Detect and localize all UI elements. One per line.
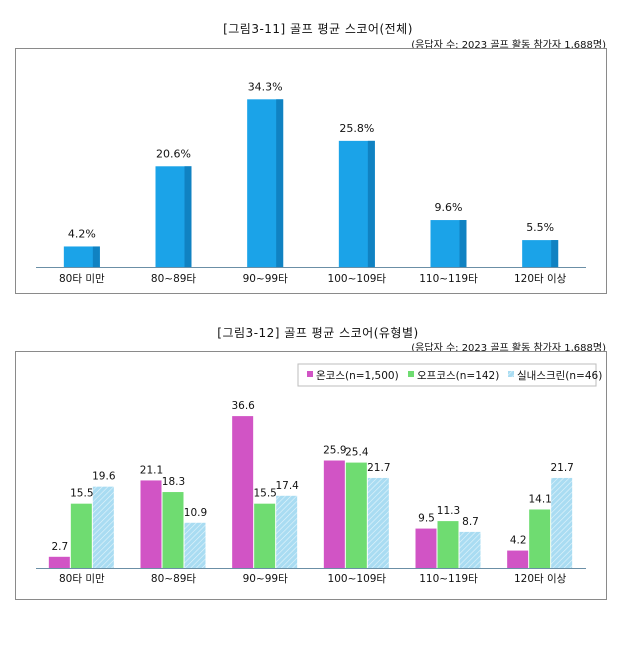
bar-value-label: 21.1 bbox=[140, 464, 163, 476]
x-tick-label: 100~109타 bbox=[328, 573, 387, 585]
bar-oncourse-4 bbox=[415, 528, 437, 568]
x-tick-label: 80~89타 bbox=[151, 273, 197, 285]
chart1-plot: 4.2% 80타 미만 20.6% 80~89타 34.3% 90~99타 25.8% 100… bbox=[36, 80, 586, 285]
bar-value-label: 14.1 bbox=[528, 493, 551, 505]
bar-offcourse-5 bbox=[529, 509, 551, 568]
bar-value-label: 15.5 bbox=[70, 488, 93, 500]
bar-offcourse-0 bbox=[70, 503, 92, 568]
legend-swatch-oncourse bbox=[307, 371, 313, 377]
bar-value-label: 25.8% bbox=[339, 122, 374, 135]
bar-oncourse-2 bbox=[232, 416, 254, 568]
x-tick-label: 120타 이상 bbox=[514, 273, 567, 285]
bar-value-label: 9.5 bbox=[418, 513, 435, 525]
bar-value-label: 11.3 bbox=[437, 505, 460, 517]
bar-offcourse-1 bbox=[162, 492, 184, 568]
bar-offcourse-4 bbox=[437, 521, 459, 568]
bar-side bbox=[551, 240, 559, 267]
legend: 온코스(n=1,500) 오프코스(n=142) 실내스크린(n=46) bbox=[297, 363, 602, 387]
chart2-frame: 2.7 15.5 19.6 80타 미만 21.1 18.3 10.9 80~89타 36.6 1… bbox=[15, 351, 607, 600]
x-tick-label: 80타 미만 bbox=[59, 573, 105, 585]
bar-value-label: 8.7 bbox=[462, 516, 479, 528]
bar-side bbox=[459, 220, 467, 267]
bar-value-label: 18.3 bbox=[162, 476, 185, 488]
bar-value-label: 20.6% bbox=[156, 147, 191, 160]
bar-2 bbox=[247, 99, 284, 267]
bar-4 bbox=[430, 220, 467, 267]
chart1-note: (응답자 수: 2023 골프 활동 참가자 1,688명) bbox=[411, 40, 606, 51]
x-tick-label: 110~119타 bbox=[419, 273, 478, 285]
bar-side bbox=[92, 246, 100, 267]
x-tick-label: 100~109타 bbox=[328, 273, 387, 285]
bar-side bbox=[184, 166, 192, 267]
bar-oncourse-1 bbox=[140, 480, 162, 568]
bar-value-label: 21.7 bbox=[367, 462, 390, 474]
bar-3 bbox=[338, 140, 375, 267]
legend-swatch-offcourse bbox=[408, 371, 414, 377]
x-tick-label: 110~119타 bbox=[419, 573, 478, 585]
chart1-title: [그림3-11] 골프 평균 스코어(전체) bbox=[223, 22, 413, 36]
bar-1 bbox=[155, 166, 192, 267]
x-tick-label: 80타 미만 bbox=[59, 273, 105, 285]
bar-screen-2 bbox=[276, 495, 298, 568]
x-tick-label: 80~89타 bbox=[151, 573, 197, 585]
bar-screen-0 bbox=[92, 486, 114, 568]
bar-oncourse-3 bbox=[323, 460, 345, 568]
bar-screen-3 bbox=[367, 477, 389, 568]
bar-value-label: 21.7 bbox=[550, 462, 573, 474]
bar-0 bbox=[63, 246, 100, 267]
legend-label-offcourse: 오프코스(n=142) bbox=[417, 370, 499, 382]
bar-value-label: 5.5% bbox=[526, 221, 554, 234]
bar-offcourse-2 bbox=[254, 503, 276, 568]
bar-value-label: 34.3% bbox=[248, 80, 283, 93]
bar-screen-1 bbox=[184, 522, 206, 568]
bar-value-label: 17.4 bbox=[275, 480, 299, 492]
chart2-note: (응답자 수: 2023 골프 활동 참가자 1,688명) bbox=[411, 343, 606, 354]
bar-offcourse-3 bbox=[345, 462, 367, 568]
legend-label-oncourse: 온코스(n=1,500) bbox=[316, 370, 399, 382]
bar-value-label: 25.9 bbox=[323, 445, 346, 457]
chart1-frame: 4.2% 80타 미만 20.6% 80~89타 34.3% 90~99타 25.8% 100… bbox=[15, 48, 607, 294]
x-tick-label: 90~99타 bbox=[243, 573, 289, 585]
bar-oncourse-5 bbox=[507, 550, 529, 568]
bar-side bbox=[276, 99, 284, 267]
bar-value-label: 9.6% bbox=[435, 201, 463, 214]
bar-value-label: 4.2% bbox=[68, 227, 96, 240]
bar-value-label: 25.4 bbox=[345, 447, 369, 459]
bar-value-label: 19.6 bbox=[92, 471, 116, 483]
chart2-plot: 2.7 15.5 19.6 80타 미만 21.118.3 10.9 80~89타 36.6 1… bbox=[36, 363, 602, 585]
legend-label-screen: 실내스크린(n=46) bbox=[517, 370, 602, 382]
x-tick-label: 120타 이상 bbox=[514, 573, 567, 585]
bar-value-label: 36.6 bbox=[231, 400, 255, 412]
bar-value-label: 15.5 bbox=[253, 488, 276, 500]
bar-screen-4 bbox=[459, 531, 481, 568]
bar-oncourse-0 bbox=[48, 556, 70, 568]
bar-screen-5 bbox=[551, 477, 573, 568]
bar-front bbox=[63, 246, 100, 267]
legend-box bbox=[297, 363, 597, 387]
bar-value-label: 4.2 bbox=[510, 535, 527, 547]
chart2-title: [그림3-12] 골프 평균 스코어(유형별) bbox=[217, 326, 419, 340]
x-tick-label: 90~99타 bbox=[243, 273, 289, 285]
legend-swatch-screen bbox=[508, 371, 514, 377]
bar-value-label: 10.9 bbox=[184, 507, 207, 519]
bar-value-label: 2.7 bbox=[51, 541, 68, 553]
bar-side bbox=[367, 140, 375, 267]
bar-5 bbox=[522, 240, 559, 267]
